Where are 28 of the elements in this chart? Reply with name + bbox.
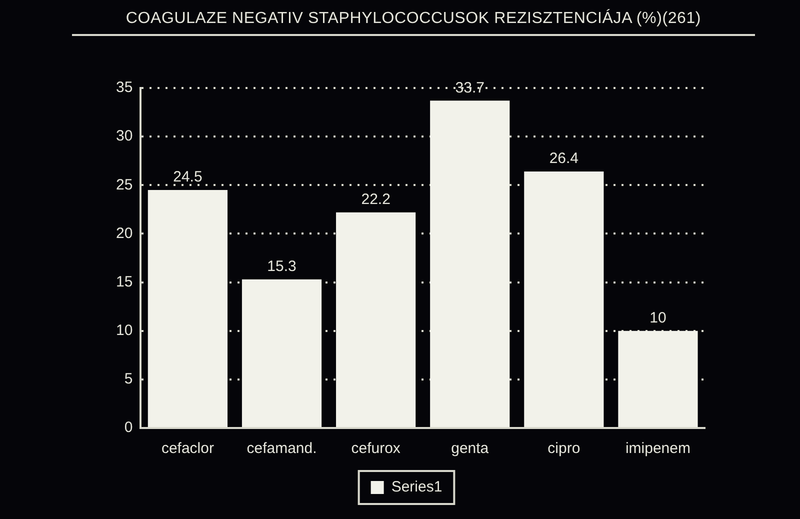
y-tick-label: 10 [116,322,133,339]
y-tick-label: 30 [116,128,133,145]
y-tick-label: 35 [116,79,133,96]
data-label: 15.3 [267,258,296,276]
x-tick-label: genta [451,440,490,458]
y-tick-label: 0 [124,419,133,436]
x-tick-label: cipro [548,440,580,458]
x-tick-label: imipenem [625,440,690,458]
x-tick-label: cefamand. [246,440,317,458]
y-tick-label: 5 [124,370,133,388]
bar [524,172,604,427]
bar [618,330,698,427]
y-tick-label: 25 [116,176,133,194]
x-tick-label: cefurox [351,440,401,458]
data-label: 33.7 [455,79,484,96]
bar [336,212,416,427]
data-label: 10 [650,310,666,326]
data-label: 22.2 [361,190,390,208]
y-tick-label: 15 [116,273,133,290]
data-label: 26.4 [549,150,579,168]
bar [242,279,322,427]
x-tick-label: cefaclor [161,440,214,458]
legend-label: Series1 [391,478,442,496]
chart-title: COAGULAZE NEGATIV STAPHYLOCOCCUSOK REZISZTENCIÁJA (%)(261) [72,10,755,36]
bar [430,100,510,427]
y-tick-label: 20 [116,224,133,242]
bar [148,190,228,427]
data-label: 24.5 [173,168,202,186]
